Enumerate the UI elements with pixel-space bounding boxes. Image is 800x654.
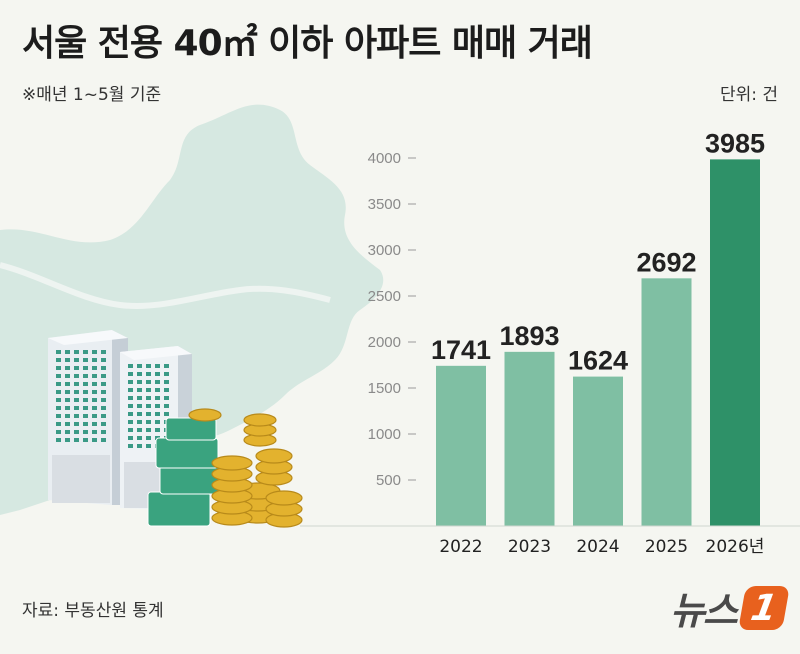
y-tick-label: 2000 — [368, 334, 401, 351]
x-category-label: 2025 — [645, 537, 688, 557]
bars: 1741 2022 1893 2023 1624 2024 2692 2025 3985 2026… — [431, 128, 765, 557]
y-tick-label: 500 — [376, 472, 401, 489]
y-tick-label: 3500 — [368, 196, 401, 213]
y-tick-label: 1000 — [368, 426, 401, 443]
bar-2025 — [641, 278, 692, 526]
logo-mark: 1 — [738, 585, 790, 630]
bar-value-label: 1893 — [499, 321, 559, 351]
bar-2023 — [504, 351, 555, 526]
chart-subtitle: ※매년 1~5월 기준 — [22, 85, 162, 105]
money-coins-icon — [147, 408, 303, 528]
y-tick-label: 2500 — [368, 288, 401, 305]
unit-label: 단위: 건 — [719, 85, 778, 105]
y-tick-label: 3000 — [368, 242, 401, 259]
bar-2022 — [436, 365, 486, 526]
x-category-label: 2023 — [508, 537, 551, 557]
x-category-label: 2022 — [439, 537, 482, 557]
bar-value-label: 1741 — [431, 335, 491, 365]
bar-2026년 — [710, 159, 760, 526]
y-axis: 500 1000 1500 2000 2500 3000 3500 4000 — [368, 150, 416, 489]
y-tick-label: 4000 — [368, 150, 401, 167]
bar-value-label: 3985 — [705, 128, 765, 158]
logo-text: 뉴스 — [670, 589, 738, 633]
bar-2024 — [573, 376, 623, 526]
news1-logo: 뉴스 1 — [670, 580, 790, 635]
bar-value-label: 2692 — [636, 247, 696, 277]
source-label: 자료: 부동산원 통계 — [22, 601, 164, 621]
x-category-label: 2024 — [576, 537, 619, 557]
chart-title: 서울 전용 40㎡ 이하 아파트 매매 거래 — [22, 23, 593, 64]
y-tick-label: 1500 — [368, 380, 401, 397]
x-category-label: 2026년 — [706, 537, 765, 557]
bar-value-label: 1624 — [568, 346, 628, 376]
